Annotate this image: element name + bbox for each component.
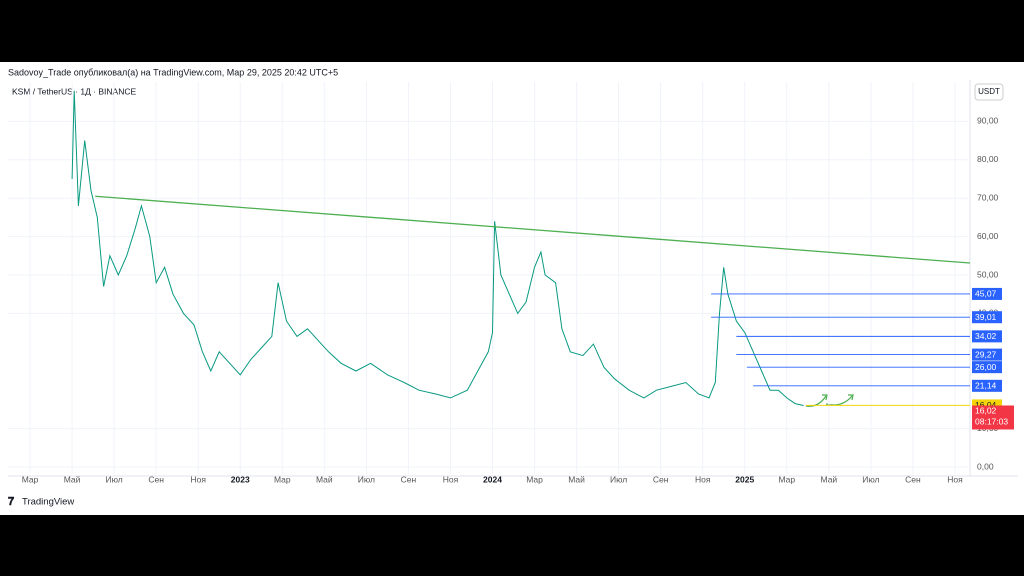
x-tick-label: Сен — [653, 474, 669, 484]
price-tag — [972, 311, 1002, 324]
currency-label: USDT — [978, 87, 1000, 96]
y-tick-label: 50,00 — [977, 269, 999, 279]
price-line — [71, 90, 804, 406]
y-tick-label: 80,00 — [977, 154, 999, 164]
publisher-caption: Sadovoy_Trade опубликовал(а) на TradingV… — [8, 67, 338, 77]
price-tag-label: 21,14 — [975, 381, 997, 391]
price-tag-label: 26,00 — [975, 362, 997, 372]
x-tick-label: 2025 — [735, 474, 754, 484]
price-tag-label: 39,01 — [975, 312, 997, 322]
price-tag — [972, 287, 1002, 300]
price-tag — [972, 330, 1002, 343]
plot-area — [8, 82, 970, 474]
x-tick-label: Мар — [274, 474, 291, 484]
x-tick-label: Мар — [22, 474, 39, 484]
price-tag — [972, 379, 1002, 392]
currency-button[interactable] — [974, 83, 1004, 101]
x-tick-label: Ноя — [947, 474, 963, 484]
x-tick-label: Июл — [358, 474, 375, 484]
price-tag-label: 45,07 — [975, 289, 997, 299]
x-tick-label: Май — [821, 474, 838, 484]
x-tick-label: Май — [64, 474, 81, 484]
y-tick-label: 70,00 — [977, 192, 999, 202]
svg-text:𝟕: 𝟕 — [8, 496, 15, 508]
y-tick-label: 90,00 — [977, 116, 999, 126]
x-tick-label: Июл — [105, 474, 122, 484]
brand: 𝟕 TradingView — [8, 496, 74, 508]
x-tick-label: Май — [568, 474, 585, 484]
price-tag — [972, 348, 1002, 361]
forecast-arrows — [805, 394, 854, 407]
chart-panel — [0, 62, 1024, 515]
y-tick-label: 60,00 — [977, 231, 999, 241]
last-price-label: 16,02 — [975, 406, 997, 416]
x-tick-label: Сен — [148, 474, 164, 484]
price-tag — [972, 361, 1002, 374]
x-tick-label: Июл — [862, 474, 879, 484]
trendline — [95, 195, 970, 264]
x-tick-label: Мар — [526, 474, 543, 484]
last-price-tag — [972, 405, 1014, 430]
x-tick-label: Мар — [778, 474, 795, 484]
price-tag-label: 29,27 — [975, 349, 997, 359]
x-tick-label: 2023 — [231, 474, 250, 484]
price-tag-label: 34,02 — [975, 331, 997, 341]
countdown: 08:17:03 — [975, 417, 1008, 427]
price-tag-label: 16,04 — [975, 400, 997, 410]
y-tick-label: 0,00 — [977, 461, 994, 471]
x-tick-label: Май — [316, 474, 333, 484]
x-tick-label: 2024 — [483, 474, 502, 484]
x-tick-label: Июл — [610, 474, 627, 484]
x-tick-label: Сен — [905, 474, 921, 484]
x-tick-label: Ноя — [443, 474, 459, 484]
x-tick-label: Ноя — [190, 474, 206, 484]
x-tick-label: Ноя — [695, 474, 711, 484]
brand-name: TradingView — [22, 497, 74, 508]
x-tick-label: Сен — [401, 474, 417, 484]
